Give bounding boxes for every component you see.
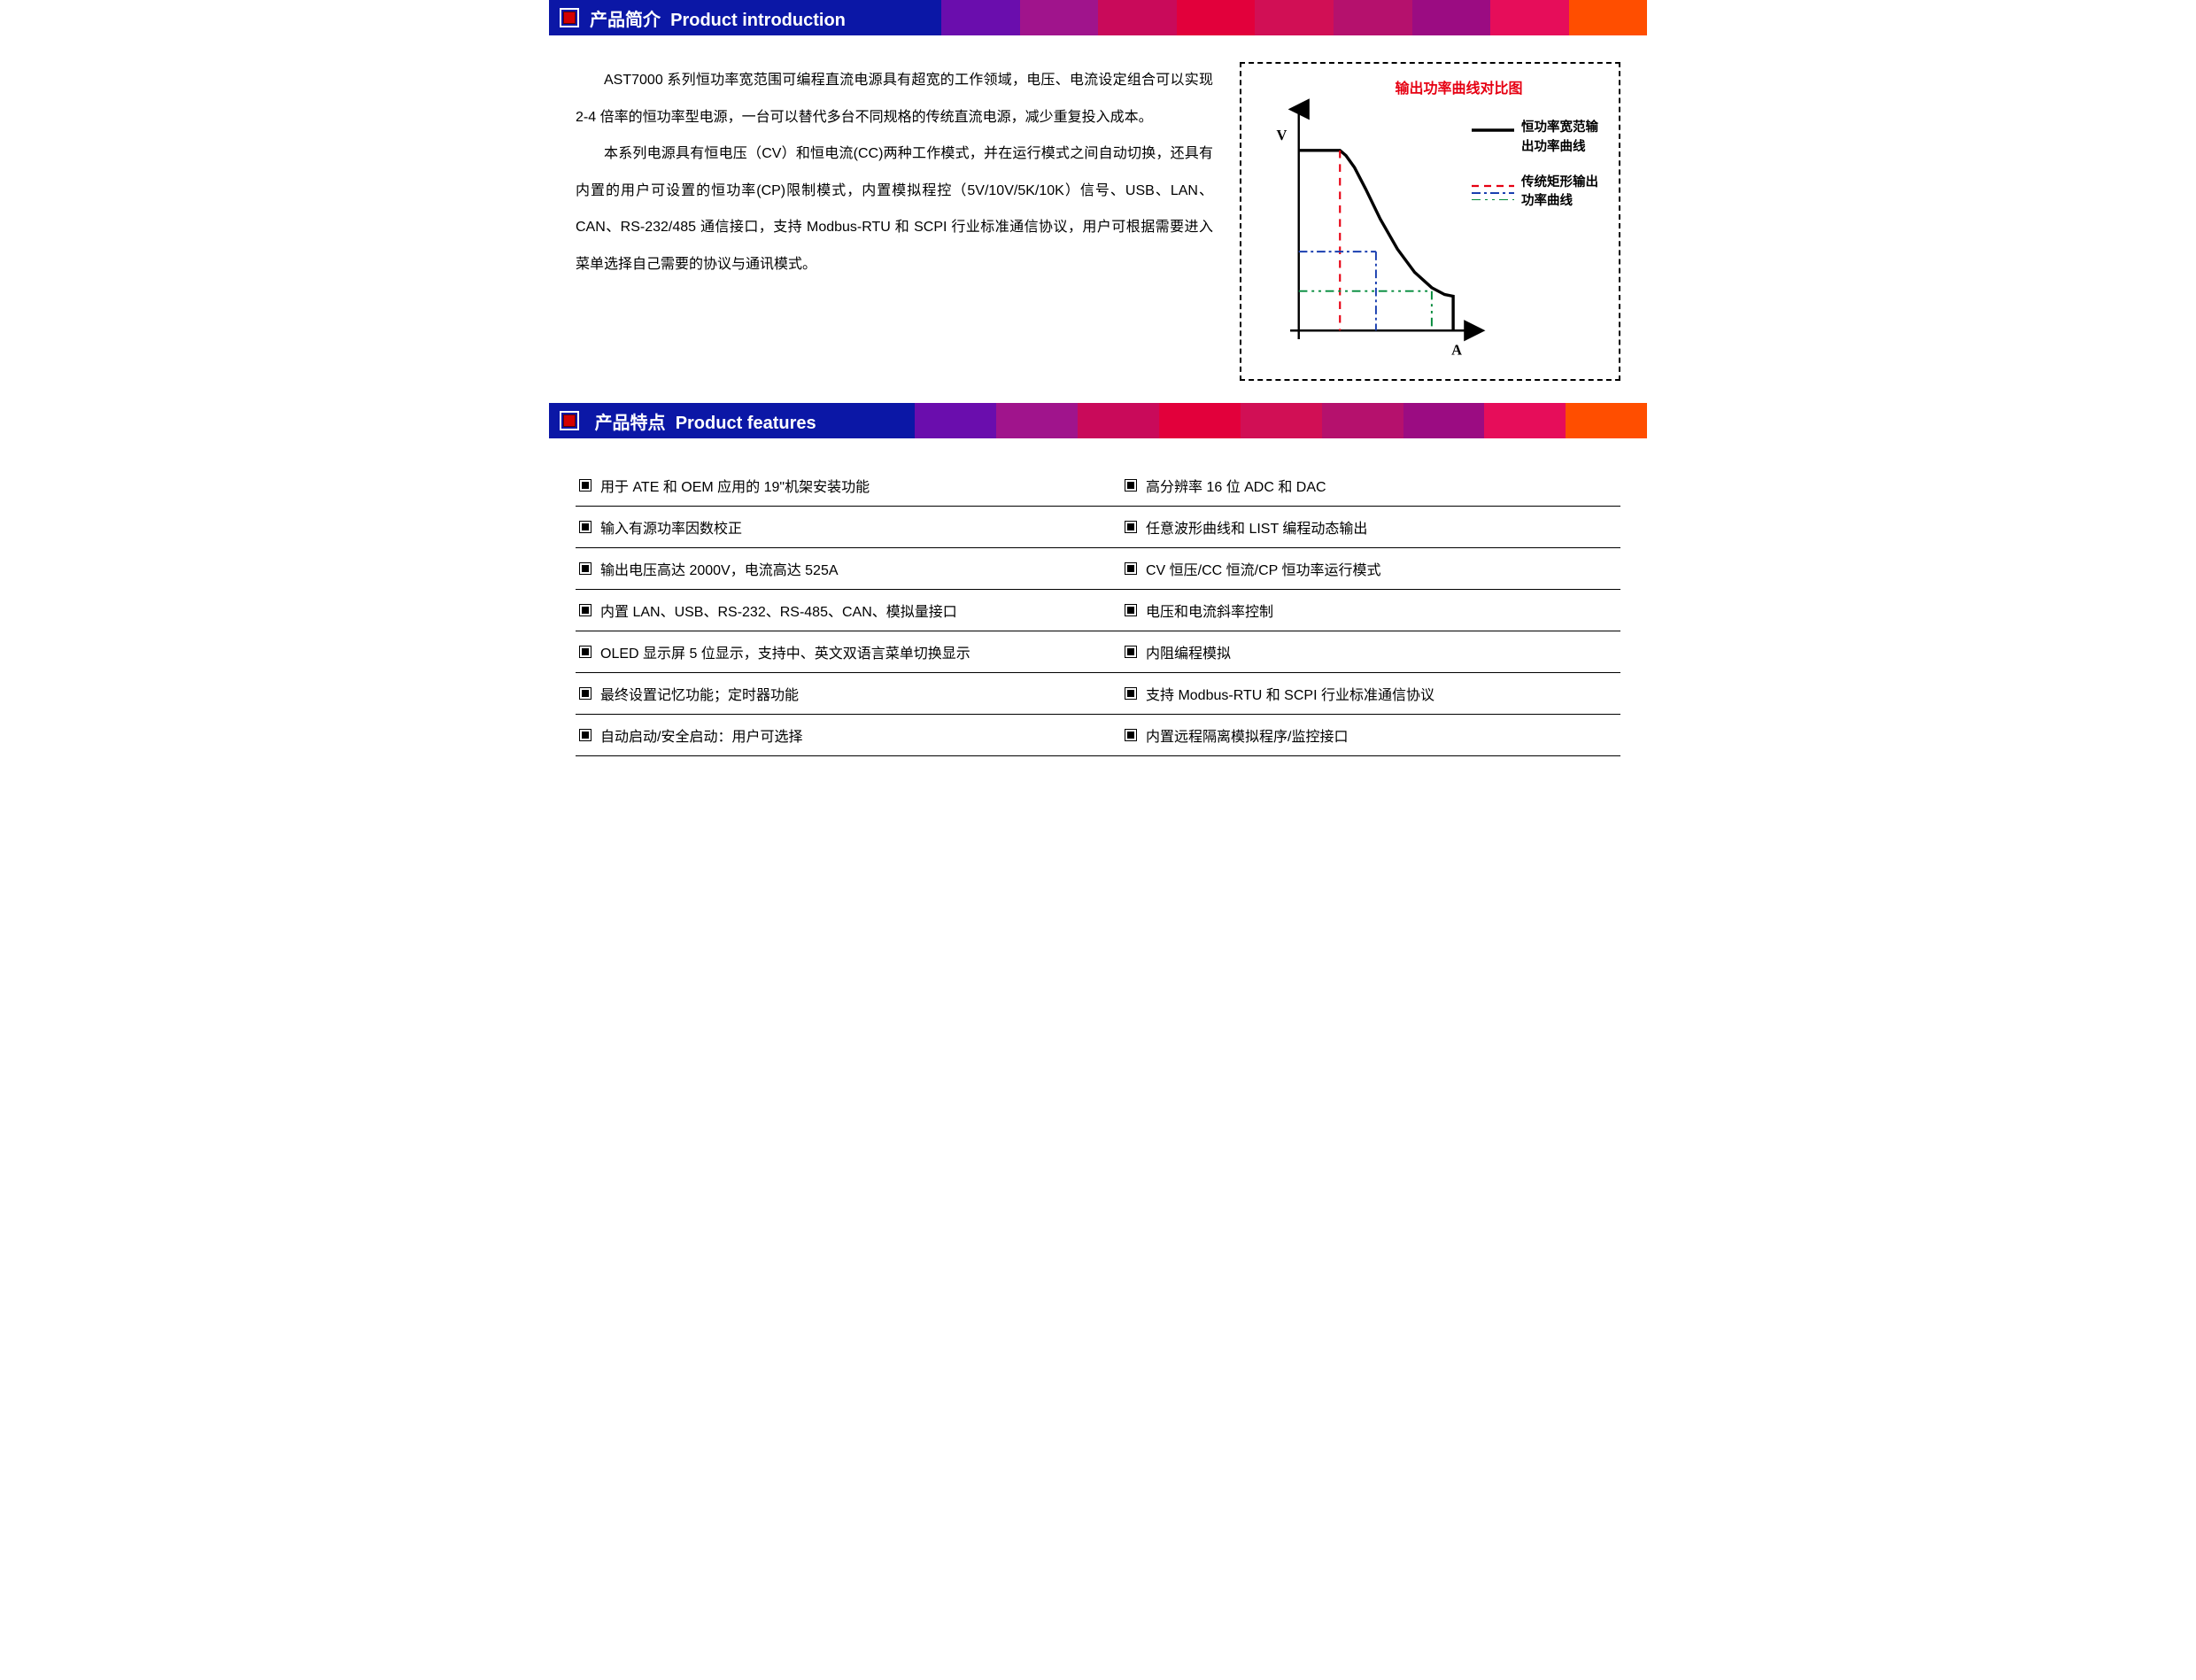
header-stripes [863, 0, 1647, 35]
feature-item: 内置 LAN、USB、RS-232、RS-485、CAN、模拟量接口 [576, 590, 1098, 631]
header-title-block: 产品简介 Product introduction [549, 0, 863, 35]
stripe [1322, 403, 1403, 438]
feature-item: 最终设置记忆功能；定时器功能 [576, 673, 1098, 715]
x-label: A [1451, 341, 1462, 358]
feature-text: 电压和电流斜率控制 [1146, 600, 1273, 621]
feature-text: CV 恒压/CC 恒流/CP 恒功率运行模式 [1146, 558, 1381, 579]
y-label: V [1277, 127, 1287, 143]
feature-item: 输出电压高达 2000V，电流高达 525A [576, 548, 1098, 590]
chart-svg: V A [1261, 90, 1487, 365]
features-content: 用于 ATE 和 OEM 应用的 19"机架安装功能 高分辨率 16 位 ADC … [549, 456, 1647, 765]
feature-text: OLED 显示屏 5 位显示，支持中、英文双语言菜单切换显示 [600, 641, 970, 662]
bullet-icon [579, 729, 592, 741]
stripe [863, 0, 942, 35]
feature-item: OLED 显示屏 5 位显示，支持中、英文双语言菜单切换显示 [576, 631, 1098, 673]
feature-text: 内阻编程模拟 [1146, 641, 1231, 662]
legend-item: 恒功率宽范输出功率曲线 [1472, 119, 1604, 158]
stripe [1334, 0, 1412, 35]
feature-item: 用于 ATE 和 OEM 应用的 19"机架安装功能 [576, 465, 1098, 507]
bullet-icon [1125, 604, 1137, 616]
stripe [1241, 403, 1322, 438]
stripe [1020, 0, 1099, 35]
aux-blue-lines [1299, 252, 1376, 330]
title-en: Product features [676, 414, 816, 433]
square-bullet-icon [560, 8, 579, 27]
section-header-intro: 产品简介 Product introduction [549, 0, 1647, 35]
feature-text: 自动启动/安全启动：用户可选择 [600, 724, 802, 746]
intro-paragraph: AST7000 系列恒功率宽范围可编程直流电源具有超宽的工作领域，电压、电流设定… [576, 62, 1213, 135]
stripe [915, 403, 996, 438]
legend-item: 传统矩形输出功率曲线 [1472, 174, 1604, 213]
feature-item: 输入有源功率因数校正 [576, 507, 1098, 548]
stripe [1177, 0, 1256, 35]
feature-text: 用于 ATE 和 OEM 应用的 19"机架安装功能 [600, 475, 870, 496]
bullet-icon [579, 687, 592, 700]
stripe [941, 0, 1020, 35]
header-title-block: 产品特点 Product features [549, 403, 834, 438]
feature-text: 支持 Modbus-RTU 和 SCPI 行业标准通信协议 [1146, 683, 1434, 704]
feature-item: CV 恒压/CC 恒流/CP 恒功率运行模式 [1098, 548, 1620, 590]
bullet-icon [1125, 562, 1137, 575]
square-bullet-icon [560, 411, 579, 430]
bullet-icon [579, 646, 592, 658]
bullet-icon [1125, 729, 1137, 741]
section-title: 产品简介 Product introduction [590, 5, 846, 31]
bullet-icon [579, 479, 592, 492]
aux-green-lines [1299, 291, 1432, 331]
stripe [834, 403, 916, 438]
feature-item: 任意波形曲线和 LIST 编程动态输出 [1098, 507, 1620, 548]
stripe [1484, 403, 1566, 438]
feature-item: 内阻编程模拟 [1098, 631, 1620, 673]
bullet-icon [579, 562, 592, 575]
stripe [996, 403, 1078, 438]
feature-text: 内置远程隔离模拟程序/监控接口 [1146, 724, 1348, 746]
section-header-features: 产品特点 Product features [549, 403, 1647, 438]
chart-legend: 恒功率宽范输出功率曲线 传统矩形输出功率曲线 [1472, 119, 1604, 228]
feature-text: 输出电压高达 2000V，电流高达 525A [600, 558, 839, 579]
intro-text: AST7000 系列恒功率宽范围可编程直流电源具有超宽的工作领域，电压、电流设定… [576, 62, 1213, 283]
section-title: 产品特点 Product features [590, 408, 816, 434]
bullet-icon [1125, 646, 1137, 658]
legend-label: 传统矩形输出功率曲线 [1521, 174, 1604, 213]
title-cn: 产品简介 [590, 11, 661, 30]
power-curve-chart: 输出功率曲线对比图 V A [1240, 62, 1620, 381]
intro-content: AST7000 系列恒功率宽范围可编程直流电源具有超宽的工作领域，电压、电流设定… [549, 53, 1647, 403]
bullet-icon [579, 521, 592, 533]
feature-item: 内置远程隔离模拟程序/监控接口 [1098, 715, 1620, 756]
stripe [1255, 0, 1334, 35]
feature-item: 支持 Modbus-RTU 和 SCPI 行业标准通信协议 [1098, 673, 1620, 715]
stripe [1412, 0, 1491, 35]
feature-item: 电压和电流斜率控制 [1098, 590, 1620, 631]
title-en: Product introduction [670, 11, 846, 30]
stripe [1078, 403, 1159, 438]
title-cn: 产品特点 [595, 414, 666, 433]
stripe [1490, 0, 1569, 35]
stripe [1569, 0, 1648, 35]
feature-text: 任意波形曲线和 LIST 编程动态输出 [1146, 516, 1367, 538]
legend-swatch-dashed [1472, 182, 1514, 200]
intro-paragraph: 本系列电源具有恒电压（CV）和恒电流(CC)两种工作模式，并在运行模式之间自动切… [576, 135, 1213, 283]
feature-text: 最终设置记忆功能；定时器功能 [600, 683, 799, 704]
stripe [1566, 403, 1647, 438]
feature-item: 高分辨率 16 位 ADC 和 DAC [1098, 465, 1620, 507]
legend-label: 恒功率宽范输出功率曲线 [1521, 119, 1604, 158]
stripe [1403, 403, 1485, 438]
bullet-icon [1125, 479, 1137, 492]
header-stripes [834, 403, 1647, 438]
features-table: 用于 ATE 和 OEM 应用的 19"机架安装功能 高分辨率 16 位 ADC … [576, 465, 1620, 756]
feature-item: 自动启动/安全启动：用户可选择 [576, 715, 1098, 756]
legend-swatch-solid [1472, 128, 1514, 133]
stripe [1098, 0, 1177, 35]
feature-text: 内置 LAN、USB、RS-232、RS-485、CAN、模拟量接口 [600, 600, 957, 621]
bullet-icon [1125, 687, 1137, 700]
feature-text: 高分辨率 16 位 ADC 和 DAC [1146, 475, 1326, 496]
bullet-icon [579, 604, 592, 616]
bullet-icon [1125, 521, 1137, 533]
const-power-curve [1299, 151, 1453, 330]
feature-text: 输入有源功率因数校正 [600, 516, 742, 538]
stripe [1159, 403, 1241, 438]
